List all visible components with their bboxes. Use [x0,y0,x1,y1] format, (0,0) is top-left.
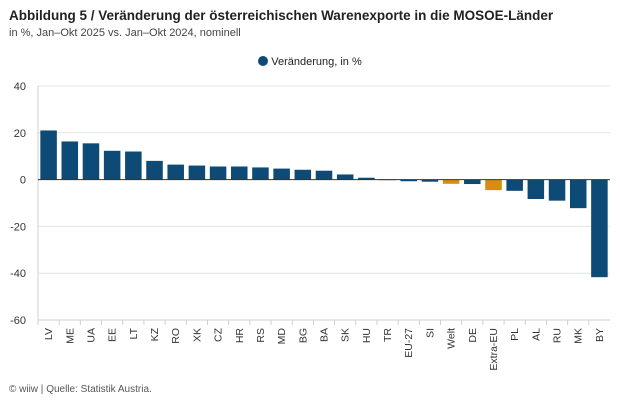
bar-eu-27 [400,179,418,182]
chart-title: Abbildung 5 / Veränderung der österreich… [9,8,554,23]
x-tick-label: LT [128,327,140,339]
bar-lv [40,130,57,180]
bar-lt [125,151,142,180]
y-tick-label: 20 [14,128,26,140]
bar-de [464,179,481,185]
legend-marker [258,56,269,66]
chart-subtitle: in %, Jan–Okt 2025 vs. Jan–Okt 2024, nom… [9,27,241,39]
bar-welt [442,179,460,184]
x-tick-label: XK [191,328,203,342]
x-tick-label: RU [552,328,564,343]
x-tick-label: BY [594,328,606,342]
source-note: © wiiw | Quelle: Statistik Austria. [9,384,152,395]
y-tick-label: 40 [14,81,26,93]
bar-hu [358,177,375,180]
bar-hr [230,166,248,180]
x-tick-label: Extra-EU [488,328,500,371]
x-tick-label: PL [509,328,521,341]
x-tick-label: EU-27 [403,328,415,358]
x-tick-label: SI [424,328,436,338]
x-tick-label: HR [234,328,246,344]
x-tick-label: AL [530,328,542,341]
bar-ba [315,170,333,180]
x-tick-label: UA [85,328,97,343]
bar-ua [82,143,100,180]
x-tick-label: CZ [213,327,225,342]
bar-extra-eu [485,179,502,191]
x-tick-label: RS [255,328,267,343]
legend-label: Veränderung, in % [271,56,362,68]
bar-al [527,179,545,200]
bar-mk [569,179,587,209]
bar-cz [209,166,227,180]
x-tick-label: RO [170,328,182,344]
bar-ee [103,150,121,180]
y-tick-label: -20 [10,221,26,233]
x-tick-label: BA [319,328,331,342]
bar-pl [506,179,523,191]
x-tick-label: ME [64,328,76,344]
x-tick-label: SK [340,328,352,342]
x-tick-label: EE [107,328,119,342]
bar-sk [336,174,354,180]
bar-me [61,141,79,180]
bar-ru [548,179,566,201]
x-tick-label: MD [276,328,288,345]
bar-si [421,179,439,182]
y-tick-label: -60 [10,315,26,327]
x-tick-label: KZ [149,327,161,341]
bar-kz [146,160,163,180]
bar-by [591,179,608,278]
x-tick-label: TR [382,328,394,342]
bar-ro [167,164,184,180]
bar-md [273,168,290,180]
x-tick-label: DE [467,328,479,343]
y-tick-label: 0 [20,175,26,187]
x-tick-label: LV [43,328,55,340]
bar-bg [294,169,312,180]
x-tick-label: MK [573,328,585,344]
x-tick-label: Welt [446,328,458,349]
bar-xk [188,165,206,180]
x-tick-label: BG [297,328,309,343]
y-tick-label: -40 [10,268,26,280]
x-tick-label: HU [361,328,373,343]
chart-legend[interactable]: Veränderung, in % [0,56,620,68]
bar-rs [252,167,269,180]
